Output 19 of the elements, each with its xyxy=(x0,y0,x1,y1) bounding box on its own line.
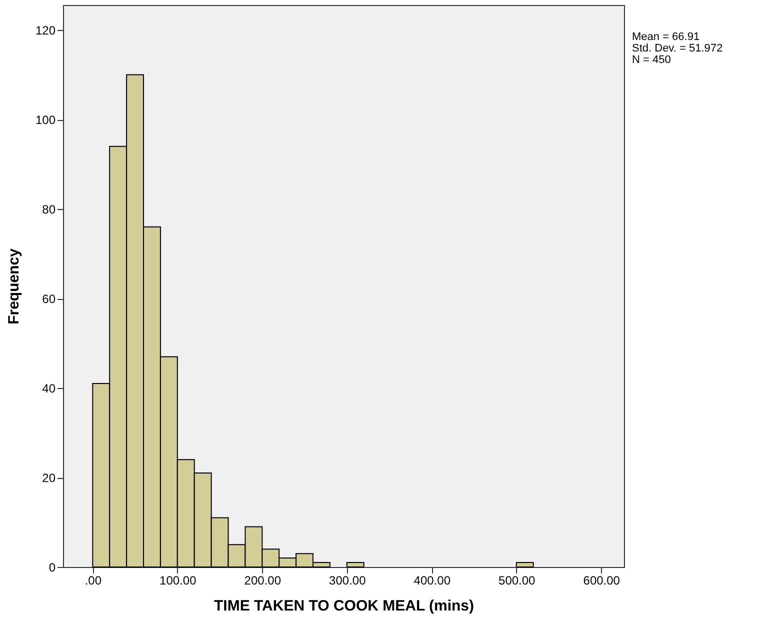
y-axis-title: Frequency xyxy=(5,248,22,324)
text: Std. Dev. = 51.972 xyxy=(632,42,723,54)
x-tick-label: 200.00 xyxy=(244,574,282,588)
x-tick-label: 600.00 xyxy=(583,574,620,588)
x-tick-label: 400.00 xyxy=(414,574,451,588)
y-tick-label: 100 xyxy=(35,113,56,128)
y-tick-label: 20 xyxy=(42,471,56,486)
x-tick-label: 500.00 xyxy=(498,574,536,588)
text: N = 450 xyxy=(632,54,671,66)
y-tick-label: 120 xyxy=(35,24,56,38)
text: Mean = 66.91 xyxy=(632,31,700,43)
y-tick-label: 60 xyxy=(42,292,56,306)
x-axis-title: TIME TAKEN TO COOK MEAL (mins) xyxy=(214,598,474,614)
y-tick-label: 0 xyxy=(48,560,56,574)
x-tick-label: 300.00 xyxy=(329,574,366,588)
x-tick-label: 100.00 xyxy=(160,574,197,588)
y-tick-label: 40 xyxy=(42,382,56,396)
y-tick-label: 80 xyxy=(42,202,56,217)
x-tick-label: .00 xyxy=(84,574,102,588)
